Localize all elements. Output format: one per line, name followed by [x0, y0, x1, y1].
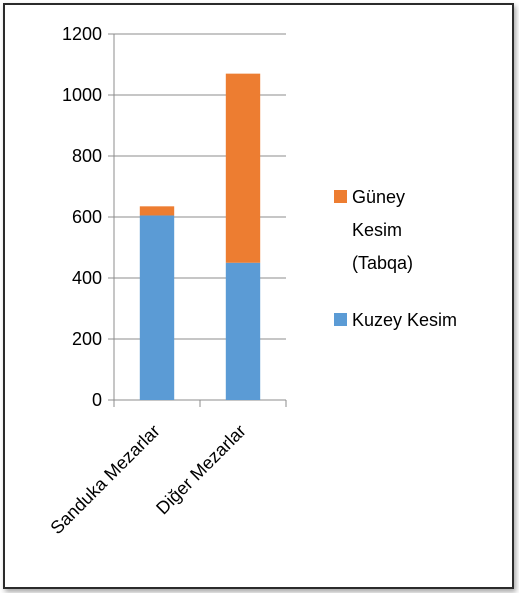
x-tick-label: Sanduka Mezarlar	[46, 421, 163, 538]
bar-segment	[225, 73, 261, 263]
y-tick-label: 400	[72, 268, 102, 288]
y-tick-label: 800	[72, 146, 102, 166]
y-tick-label: 600	[72, 207, 102, 227]
bar-segment	[139, 215, 175, 400]
y-tick-label: 1000	[62, 85, 102, 105]
y-tick-label: 200	[72, 329, 102, 349]
legend-swatch	[334, 313, 347, 326]
legend-label: Güney Kesim (Tabqa)	[352, 187, 413, 273]
bar-segment	[225, 262, 261, 400]
legend-label: Kuzey Kesim	[352, 310, 457, 330]
y-tick-label: 0	[92, 390, 102, 410]
bar-segment	[139, 206, 175, 216]
legend-swatch	[334, 190, 347, 203]
y-tick-label: 1200	[62, 24, 102, 44]
x-tick-label: Diğer Mezarlar	[152, 421, 250, 519]
